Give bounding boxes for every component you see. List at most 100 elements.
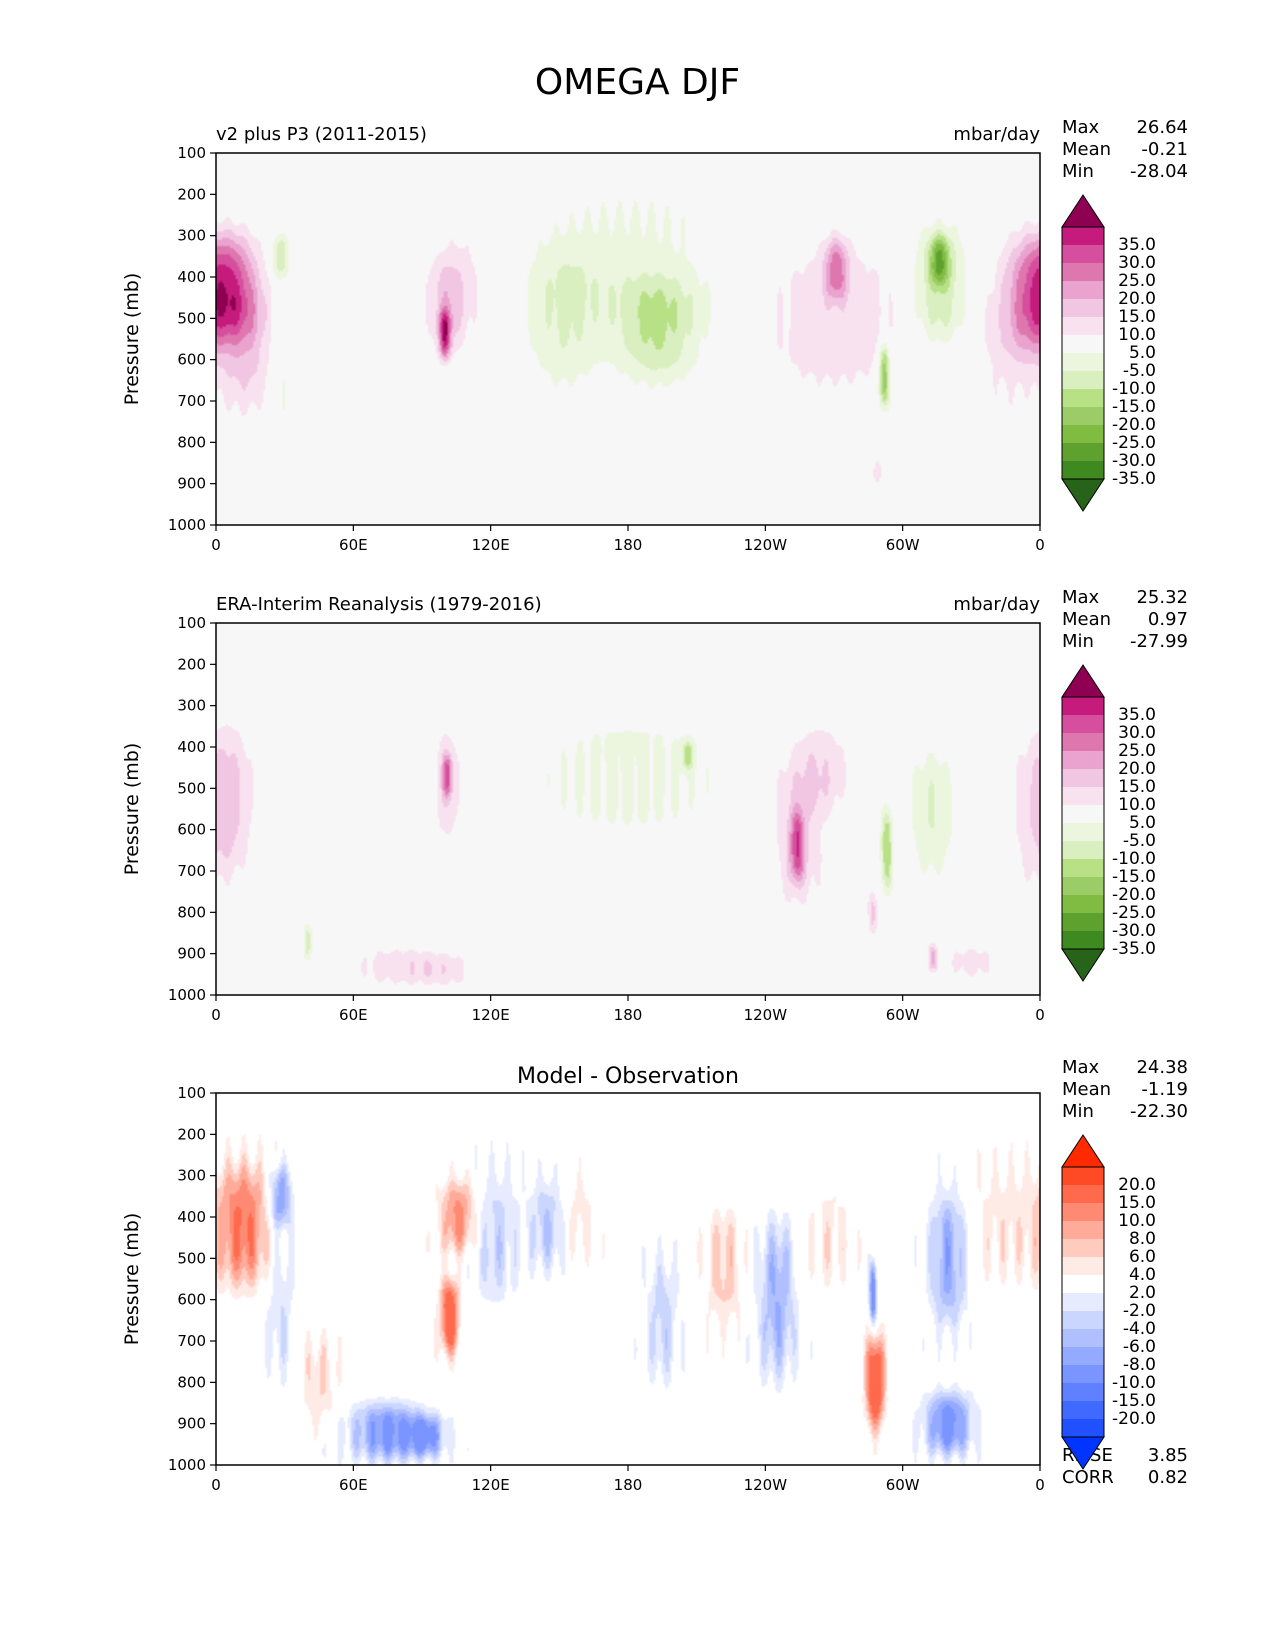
- x-tick-label: 180: [614, 536, 643, 554]
- colorbar-label: 6.0: [1129, 1247, 1156, 1267]
- y-tick-label: 300: [177, 227, 206, 245]
- x-tick-label: 0: [1035, 1006, 1045, 1024]
- colorbar-label: -20.0: [1112, 1409, 1156, 1429]
- field-raster: [216, 623, 1040, 995]
- y-tick-label: 900: [177, 475, 206, 493]
- colorbar-extend-bottom: [1061, 478, 1105, 512]
- y-tick-label: 200: [177, 185, 206, 203]
- x-tick-label: 60E: [339, 1006, 368, 1024]
- panel-title: v2 plus P3 (2011-2015): [216, 124, 427, 145]
- panel-title: ERA-Interim Reanalysis (1979-2016): [216, 594, 542, 615]
- colorbar-segment: [1062, 1275, 1104, 1293]
- y-tick-label: 700: [177, 1332, 206, 1350]
- colorbar-segment: [1062, 1293, 1104, 1311]
- x-tick-label: 60E: [339, 536, 368, 554]
- stat-value: 0.82: [1148, 1467, 1188, 1488]
- panel-title: Model - Observation: [517, 1064, 739, 1089]
- x-tick-label: 60E: [339, 1476, 368, 1494]
- colorbar-extend-bottom: [1061, 948, 1105, 982]
- colorbar-segment: [1062, 787, 1104, 805]
- colorbar-segment: [1062, 335, 1104, 353]
- colorbar-label: 25.0: [1118, 271, 1156, 291]
- colorbar-segment: [1062, 733, 1104, 751]
- x-tick-label: 60W: [886, 536, 920, 554]
- colorbar-segment: [1062, 281, 1104, 299]
- colorbar: 35.030.025.020.015.010.05.0-5.0-10.0-15.…: [1061, 194, 1156, 512]
- stat-value: -27.99: [1130, 631, 1188, 652]
- x-tick-label: 0: [1035, 536, 1045, 554]
- stat-label: CORR: [1062, 1467, 1114, 1488]
- colorbar-label: 4.0: [1129, 1265, 1156, 1285]
- panel-3: 0 60E 120E 180 120W 60W 0 100 200 300 400 500 600 700…: [121, 1057, 1188, 1494]
- y-tick-label: 1000: [168, 1456, 206, 1474]
- stat-value: 0.97: [1148, 609, 1188, 630]
- colorbar-label: 20.0: [1118, 759, 1156, 779]
- colorbar-extend-top: [1061, 664, 1105, 698]
- y-tick-label: 600: [177, 1291, 206, 1309]
- colorbar-label: -8.0: [1123, 1355, 1156, 1375]
- colorbar-label: -10.0: [1112, 849, 1156, 869]
- colorbar-label: -35.0: [1112, 939, 1156, 959]
- y-tick-label: 800: [177, 433, 206, 451]
- x-tick-label: 0: [211, 1476, 221, 1494]
- stat-value: -1.19: [1141, 1079, 1188, 1100]
- stat-value: -28.04: [1130, 161, 1188, 182]
- stat-label: Min: [1062, 1101, 1094, 1122]
- y-tick-label: 700: [177, 392, 206, 410]
- colorbar-segment: [1062, 371, 1104, 389]
- colorbar-label: 30.0: [1118, 253, 1156, 273]
- panel-2: 0 60E 120E 180 120W 60W 0 100 200 300 400 500 600 700…: [121, 587, 1188, 1024]
- colorbar-segment: [1062, 1167, 1104, 1185]
- x-tick-label: 120W: [744, 1476, 788, 1494]
- colorbar-segment: [1062, 859, 1104, 877]
- colorbar-segment: [1062, 1185, 1104, 1203]
- colorbar-label: 5.0: [1129, 343, 1156, 363]
- stat-label: Max: [1062, 117, 1100, 138]
- colorbar-segment: [1062, 1383, 1104, 1401]
- stat-label: Mean: [1062, 1079, 1111, 1100]
- colorbar-frame: [1061, 226, 1105, 480]
- stat-value: 26.64: [1136, 117, 1188, 138]
- colorbar-segment: [1062, 751, 1104, 769]
- stat-value: 25.32: [1136, 587, 1188, 608]
- colorbar-label: -15.0: [1112, 1391, 1156, 1411]
- colorbar-segment: [1062, 1419, 1104, 1437]
- y-axis-label: Pressure (mb): [121, 1213, 143, 1346]
- colorbar-label: 8.0: [1129, 1229, 1156, 1249]
- y-tick-label: 1000: [168, 986, 206, 1004]
- y-tick-label: 900: [177, 945, 206, 963]
- y-axis-label: Pressure (mb): [121, 273, 143, 406]
- x-tick-label: 120E: [472, 1476, 510, 1494]
- x-tick-label: 0: [211, 1006, 221, 1024]
- colorbar-frame: [1061, 696, 1105, 950]
- stat-label: Mean: [1062, 609, 1111, 630]
- colorbar-segment: [1062, 715, 1104, 733]
- colorbar-label: -15.0: [1112, 397, 1156, 417]
- y-tick-label: 400: [177, 738, 206, 756]
- y-tick-label: 600: [177, 821, 206, 839]
- colorbar-segment: [1062, 245, 1104, 263]
- colorbar-label: -10.0: [1112, 1373, 1156, 1393]
- colorbar-label: -5.0: [1123, 831, 1156, 851]
- colorbar-segment: [1062, 1239, 1104, 1257]
- colorbar-label: -6.0: [1123, 1337, 1156, 1357]
- colorbar-label: 25.0: [1118, 741, 1156, 761]
- colorbar-segment: [1062, 1329, 1104, 1347]
- colorbar-segment: [1062, 823, 1104, 841]
- colorbar-label: -10.0: [1112, 379, 1156, 399]
- units-label: mbar/day: [953, 594, 1040, 615]
- y-tick-label: 900: [177, 1415, 206, 1433]
- y-tick-label: 100: [177, 144, 206, 162]
- panels: 0 60E 120E 180 120W 60W 0 100 200 300 400 500 600 700…: [121, 117, 1188, 1494]
- colorbar-segment: [1062, 1203, 1104, 1221]
- x-tick-label: 60W: [886, 1476, 920, 1494]
- colorbar-segment: [1062, 443, 1104, 461]
- colorbar-label: 20.0: [1118, 1175, 1156, 1195]
- x-tick-label: 120W: [744, 536, 788, 554]
- colorbar-segment: [1062, 697, 1104, 715]
- x-tick-label: 180: [614, 1476, 643, 1494]
- colorbar-segment: [1062, 1257, 1104, 1275]
- colorbar-segment: [1062, 931, 1104, 949]
- figure-title: OMEGA DJF: [535, 62, 740, 103]
